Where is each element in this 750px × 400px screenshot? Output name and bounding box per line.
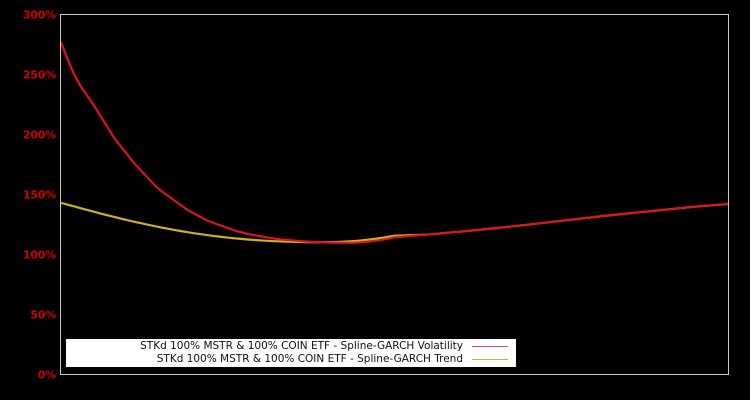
series-line-volatility [61,41,728,244]
legend-label-volatility: STKd 100% MSTR & 100% COIN ETF - Spline-… [140,340,463,352]
legend-entry-trend: STKd 100% MSTR & 100% COIN ETF - Spline-… [66,353,516,366]
y-tick-label-0: 0% [37,368,56,382]
y-axis: 300% 250% 200% 150% 100% 50% 0% [0,0,56,400]
series-line-trend [61,201,728,244]
legend: STKd 100% MSTR & 100% COIN ETF - Spline-… [66,339,516,367]
legend-swatch-trend [472,359,508,360]
y-tick-label-250: 250% [22,68,56,82]
y-tick-label-200: 200% [22,128,56,142]
legend-label-trend: STKd 100% MSTR & 100% COIN ETF - Spline-… [156,353,463,365]
series-plot [61,41,728,244]
plot-area [60,14,729,375]
legend-entry-volatility: STKd 100% MSTR & 100% COIN ETF - Spline-… [66,340,516,353]
y-tick-label-150: 150% [22,188,56,202]
y-tick-label-300: 300% [22,8,56,22]
legend-swatch-volatility [472,346,508,347]
y-tick-label-100: 100% [22,248,56,262]
y-tick-label-50: 50% [30,308,56,322]
